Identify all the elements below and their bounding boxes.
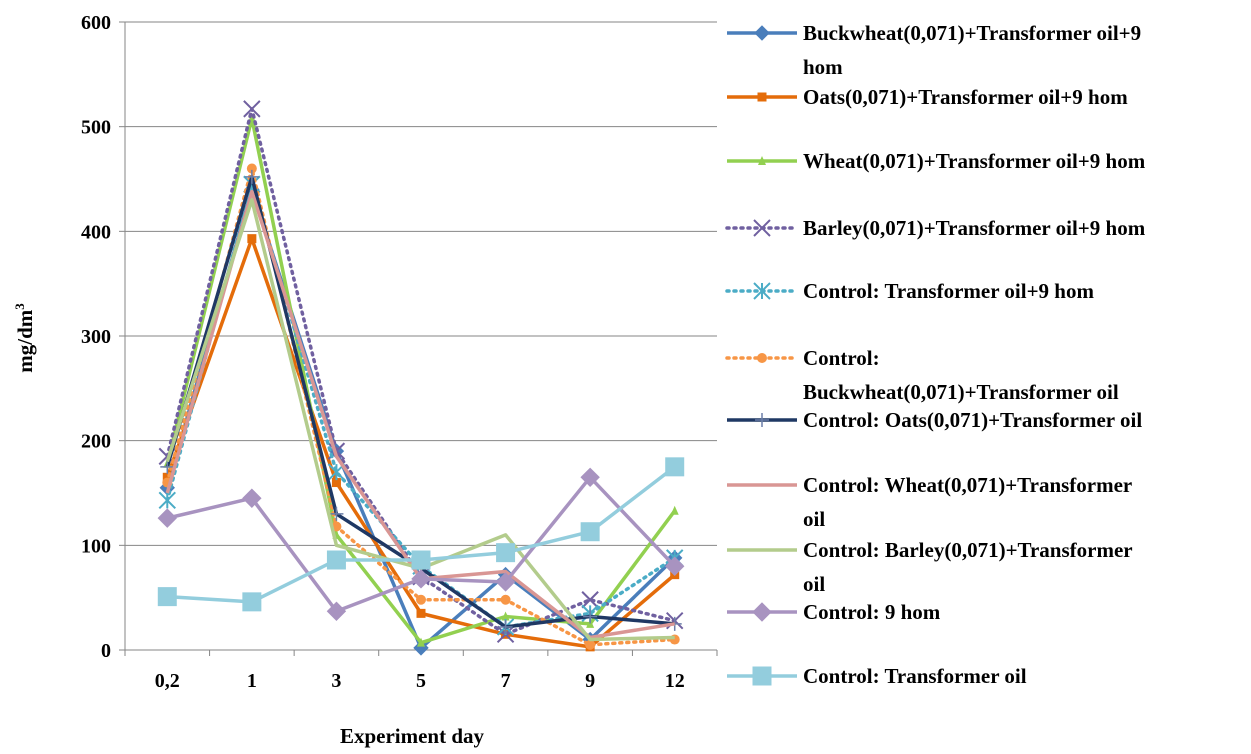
- data-point: [246, 163, 257, 174]
- legend-label: Oats(0,071)+Transformer oil+9 hom: [803, 85, 1128, 109]
- legend-marker: [758, 156, 766, 165]
- x-tick-label: 5: [416, 670, 426, 692]
- data-point: [326, 550, 346, 570]
- legend-entry: Buckwheat(0,071)+Transformer oil+9 hom: [727, 21, 1141, 79]
- series-lines: [157, 100, 685, 656]
- data-point: [670, 505, 679, 515]
- y-tick-label: 300: [81, 326, 111, 348]
- x-tick-label: 0,2: [155, 670, 180, 692]
- legend-marker: [753, 219, 771, 237]
- data-point: [580, 522, 600, 542]
- y-tick-label: 400: [81, 221, 111, 243]
- data-point: [242, 592, 262, 612]
- legend-label: Control: Transformer oil+9 hom: [803, 279, 1094, 303]
- legend-label: Buckwheat(0,071)+Transformer oil+9: [803, 21, 1141, 45]
- series-10: [157, 467, 685, 621]
- legend-label: oil: [803, 572, 825, 596]
- legend-label: hom: [803, 55, 843, 79]
- data-point: [243, 100, 261, 118]
- legend-label: Control: 9 hom: [803, 600, 941, 624]
- legend-label: Control: Oats(0,071)+Transformer oil: [803, 408, 1142, 432]
- data-point: [157, 508, 177, 528]
- legend-entry: Control: Buckwheat(0,071)+Transformer oil: [725, 346, 1119, 404]
- data-point: [580, 467, 600, 488]
- legend-marker: [757, 92, 767, 102]
- legend-marker: [753, 282, 771, 300]
- y-axis-label-text: mg/dm: [13, 309, 37, 373]
- gridlines: [125, 21, 717, 546]
- y-tick-label: 200: [81, 431, 111, 453]
- data-point: [411, 550, 431, 570]
- legend-entry: Control: 9 hom: [727, 600, 941, 624]
- x-tick-label: 3: [331, 670, 341, 692]
- legend-entry: Control: Wheat(0,071)+Transformer oil: [727, 473, 1132, 531]
- x-tick-label: 9: [585, 670, 595, 692]
- data-point: [416, 608, 426, 618]
- data-point: [585, 639, 596, 650]
- legend-entry: Control: Oats(0,071)+Transformer oil: [727, 408, 1142, 432]
- y-tick-label: 600: [81, 12, 111, 34]
- y-tick-label: 500: [81, 117, 111, 139]
- data-point: [581, 591, 599, 609]
- legend-entry: Control: Barley(0,071)+Transformer oil: [727, 538, 1133, 596]
- legend-label: Control: Wheat(0,071)+Transformer: [803, 473, 1132, 497]
- legend-marker: [757, 353, 767, 363]
- data-point: [500, 594, 511, 605]
- data-point: [157, 587, 177, 607]
- legend-marker: [752, 666, 772, 686]
- legend-marker: [755, 413, 769, 427]
- legend-label: Control:: [803, 346, 880, 370]
- x-axis-label: Experiment day: [340, 724, 485, 748]
- legend-label: Control: Barley(0,071)+Transformer: [803, 538, 1133, 562]
- data-point: [583, 609, 598, 624]
- legend-label: Control: Transformer oil: [803, 664, 1027, 688]
- data-point: [665, 457, 685, 477]
- axes: 0 100 200 300 400 500 600 0,2 1 3 5 7 9 12: [81, 12, 718, 692]
- data-point: [495, 572, 516, 592]
- legend-label: Wheat(0,071)+Transformer oil+9 hom: [803, 149, 1146, 173]
- data-point: [501, 611, 510, 621]
- data-point: [329, 506, 344, 521]
- data-point: [242, 488, 262, 508]
- data-point: [411, 569, 431, 589]
- legend-entry: Barley(0,071)+Transformer oil+9 hom: [725, 216, 1146, 240]
- data-point: [160, 459, 175, 474]
- data-point: [326, 601, 347, 621]
- x-tick-label: 12: [665, 670, 685, 692]
- x-tick-label: 7: [501, 670, 511, 692]
- x-tick-label: 1: [247, 670, 257, 692]
- legend-label: oil: [803, 507, 825, 531]
- legend-marker: [754, 25, 770, 41]
- data-point: [244, 169, 259, 184]
- legend-entry: Control: Transformer oil+9 hom: [725, 279, 1094, 303]
- legend: Buckwheat(0,071)+Transformer oil+9 hom Oat…: [725, 21, 1146, 688]
- data-point: [498, 619, 513, 634]
- legend-label: Buckwheat(0,071)+Transformer oil: [803, 380, 1119, 404]
- series-11: [157, 457, 685, 612]
- data-point: [413, 640, 429, 656]
- y-tick-label: 0: [101, 640, 111, 662]
- data-point: [665, 556, 685, 576]
- legend-entry: Wheat(0,071)+Transformer oil+9 hom: [727, 149, 1146, 173]
- data-point: [416, 594, 426, 605]
- data-point: [158, 491, 176, 510]
- legend-label: Barley(0,071)+Transformer oil+9 hom: [803, 216, 1146, 240]
- y-axis-label: mg/dm3: [12, 303, 37, 373]
- y-axis-label-superscript: 3: [12, 303, 27, 310]
- data-point: [417, 637, 425, 647]
- legend-entry: Oats(0,071)+Transformer oil+9 hom: [727, 85, 1128, 109]
- y-tick-label: 100: [81, 535, 111, 557]
- legend-marker: [752, 602, 772, 622]
- legend-entry: Control: Transformer oil: [727, 664, 1027, 688]
- data-point: [496, 543, 516, 563]
- data-point: [247, 234, 257, 244]
- series-6: [162, 163, 680, 650]
